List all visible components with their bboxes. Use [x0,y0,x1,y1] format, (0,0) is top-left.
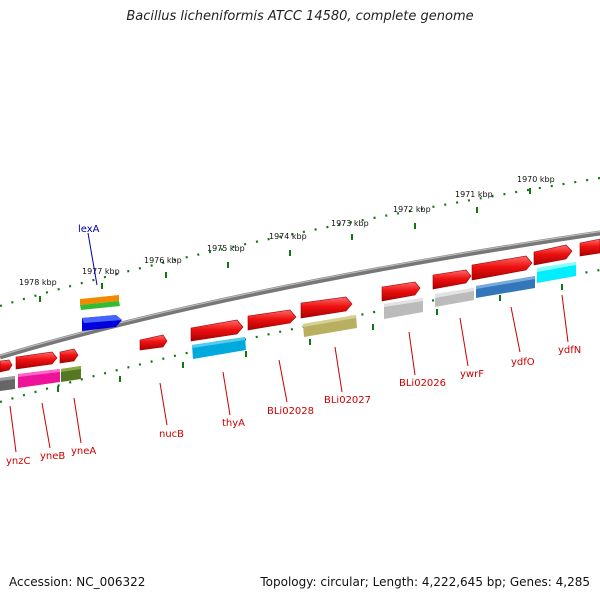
scale-label: 1972 kbp [393,205,431,214]
scale-major-ticks [39,188,531,302]
gene-label-BLi02026: BLi02026 [399,378,446,389]
gene-label-BLi02027: BLi02027 [324,395,371,406]
gene-label-BLi02028: BLi02028 [267,406,314,417]
scale-label: 1973 kbp [331,219,369,228]
feature-colored [0,262,576,391]
gene-label-ydfN: ydfN [558,345,581,356]
scale-label: 1974 kbp [269,232,307,241]
scale-ring-inner [0,268,600,404]
scale-label: 1971 kbp [455,190,493,199]
feature-orange [80,295,122,331]
genome-backbone [0,230,600,360]
gene-label-thyA: thyA [222,418,245,429]
label-pointers [9,294,569,453]
gene-label-ynzC: ynzC [6,456,31,467]
scale-label: 1976 kbp [144,256,182,265]
scale-label: 1977 kbp [82,267,120,276]
scale-label: 1978 kbp [19,278,57,287]
accession-text: Accession: NC_006322 [9,575,146,589]
gene-label-ydfO: ydfO [511,357,535,368]
gene-arrows [0,238,600,373]
gene-label-lexA: lexA [78,224,100,235]
genome-summary-text: Topology: circular; Length: 4,222,645 bp… [260,575,590,589]
map-title: Bacillus licheniformis ATCC 14580, compl… [126,9,474,24]
scale-label: 1975 kbp [207,244,245,253]
scale-label: 1970 kbp [517,175,555,184]
gene-label-ywrF: ywrF [460,369,484,380]
scale-inner-ticks [57,284,563,392]
gene-label-yneA: yneA [71,446,96,457]
lexA-pointer [87,232,98,286]
gene-label-nucB: nucB [159,429,184,440]
genome-backbone-highlight [0,230,600,357]
gene-label-yneB: yneB [40,451,65,462]
